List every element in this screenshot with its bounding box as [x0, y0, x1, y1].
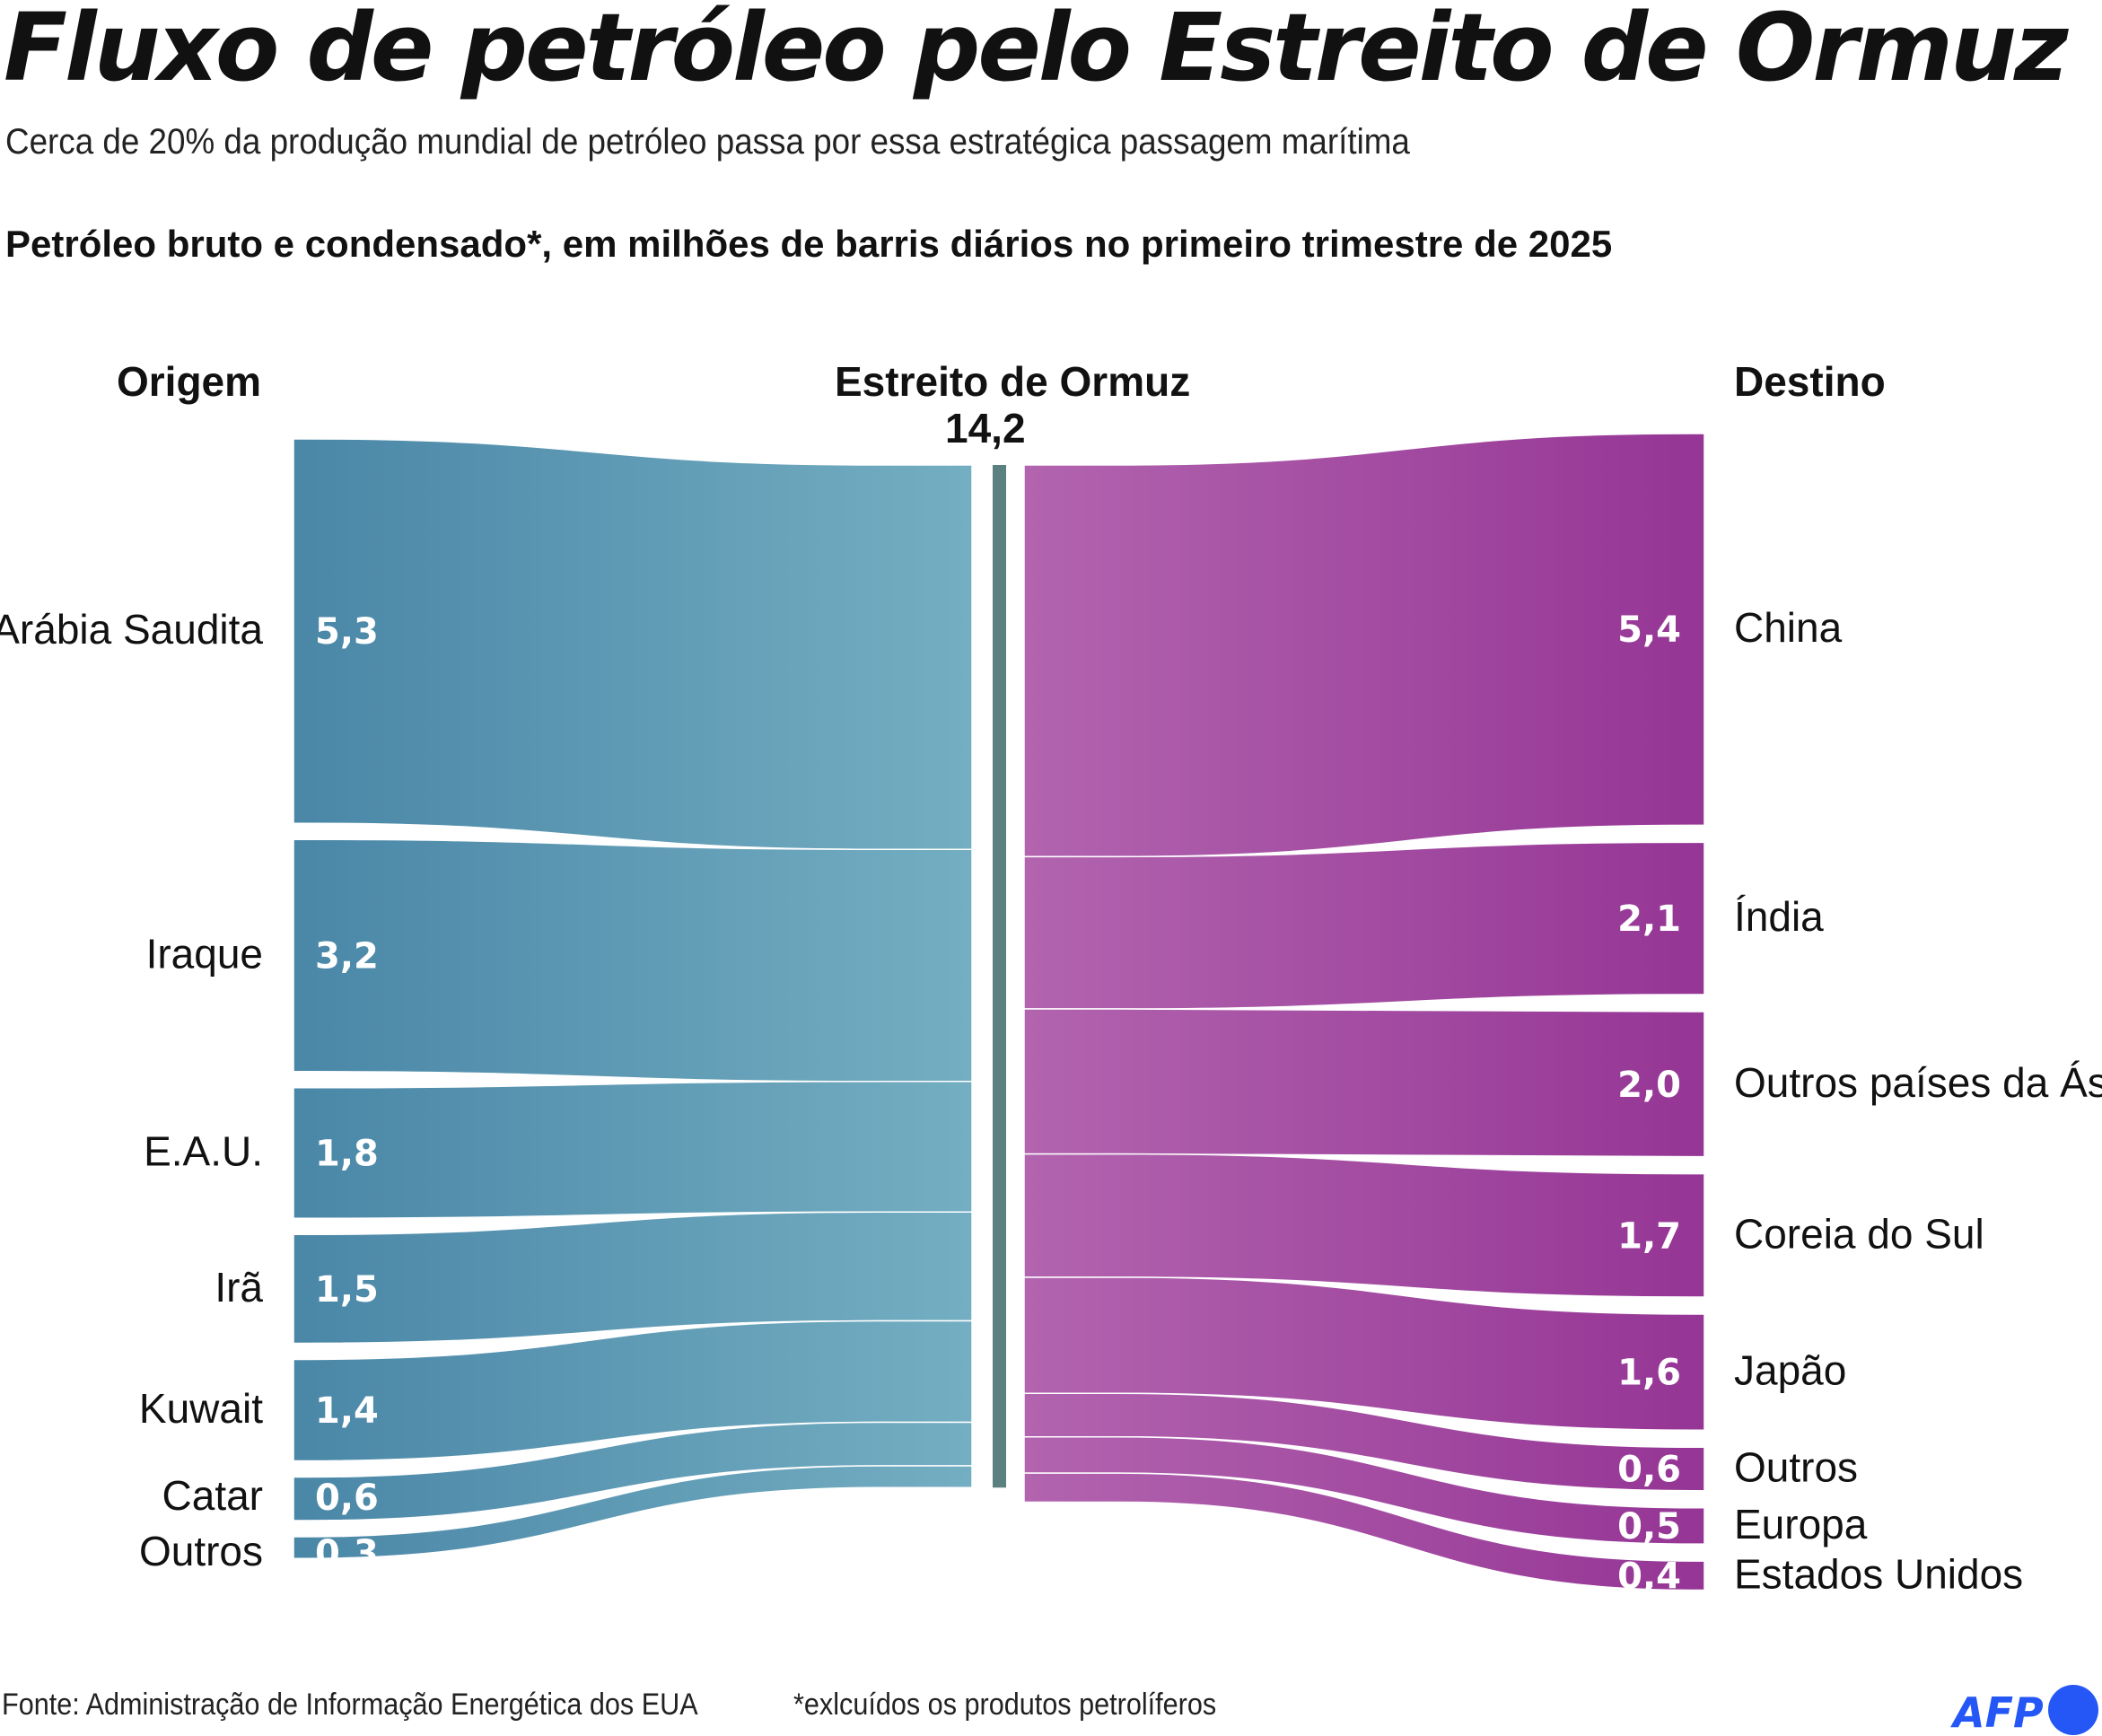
footnote: *exlcuídos os produtos petrolíferos	[793, 1688, 1217, 1722]
destination-label: Outros	[1734, 1443, 1858, 1490]
origin-value: 3,2	[315, 936, 379, 978]
origin-flow-2	[293, 1081, 973, 1219]
afp-logo: AFP	[1950, 1685, 2098, 1736]
origin-value: 0,6	[315, 1477, 379, 1519]
destination-value: 0,6	[1617, 1449, 1681, 1490]
destination-flow-1	[1023, 841, 1705, 1010]
origin-label: Iraque	[146, 931, 263, 978]
destination-value: 0,5	[1617, 1506, 1681, 1547]
destination-label: Coreia do Sul	[1734, 1210, 1984, 1257]
destination-flow-7	[1023, 1472, 1705, 1591]
chart-title: Fluxo de petróleo pelo Estreito de Ormuz	[4, 0, 2069, 102]
destination-value: 5,4	[1617, 609, 1681, 651]
center-value: 14,2	[945, 405, 1026, 452]
origin-label: Catar	[162, 1472, 263, 1519]
destination-flow-5	[1023, 1392, 1705, 1492]
origin-label: Irã	[215, 1264, 263, 1311]
destination-value: 1,6	[1617, 1353, 1681, 1394]
origin-label: Outros	[139, 1528, 263, 1574]
destination-value: 1,7	[1617, 1215, 1681, 1257]
origin-flow-6	[293, 1465, 973, 1560]
origin-flow-1	[293, 838, 973, 1083]
destination-label: Japão	[1734, 1347, 1846, 1394]
destination-value: 2,1	[1617, 899, 1681, 940]
origin-value: 5,3	[315, 611, 379, 653]
origin-label: Arábia Saudita	[0, 606, 263, 653]
origin-label: Kuwait	[139, 1385, 263, 1432]
chart-subheading: Petróleo bruto e condensado*, em milhões…	[5, 223, 1613, 265]
destination-value: 2,0	[1617, 1065, 1681, 1106]
destination-value: 0,4	[1617, 1556, 1681, 1597]
origin-value: 1,5	[315, 1269, 379, 1311]
destination-label: Outros países da Ásia	[1734, 1059, 2102, 1106]
origin-value: 1,4	[315, 1390, 379, 1432]
origin-header: Origem	[117, 358, 262, 405]
origin-flow-0	[293, 438, 973, 850]
destination-flow-3	[1023, 1153, 1705, 1298]
chart-subtitle: Cerca de 20% da produção mundial de petr…	[5, 122, 1410, 162]
origin-label: E.A.U.	[144, 1128, 263, 1175]
destination-flow-4	[1023, 1276, 1705, 1431]
center-header: Estreito de Ormuz	[835, 358, 1191, 405]
destination-flow-2	[1023, 1008, 1705, 1158]
destination-label: Índia	[1734, 893, 1824, 940]
origin-value: 0,3	[315, 1533, 379, 1574]
svg-text:AFP: AFP	[1950, 1688, 2044, 1736]
strait-node	[993, 465, 1006, 1488]
destination-header: Destino	[1734, 358, 1886, 405]
destination-label: China	[1734, 604, 1843, 651]
destination-flow-0	[1023, 433, 1705, 858]
destination-label: Estados Unidos	[1734, 1550, 2023, 1597]
source-note: Fonte: Administração de Informação Energ…	[2, 1688, 698, 1722]
destination-flow-6	[1023, 1435, 1705, 1545]
destination-label: Europa	[1734, 1501, 1868, 1547]
origin-value: 1,8	[315, 1134, 379, 1175]
